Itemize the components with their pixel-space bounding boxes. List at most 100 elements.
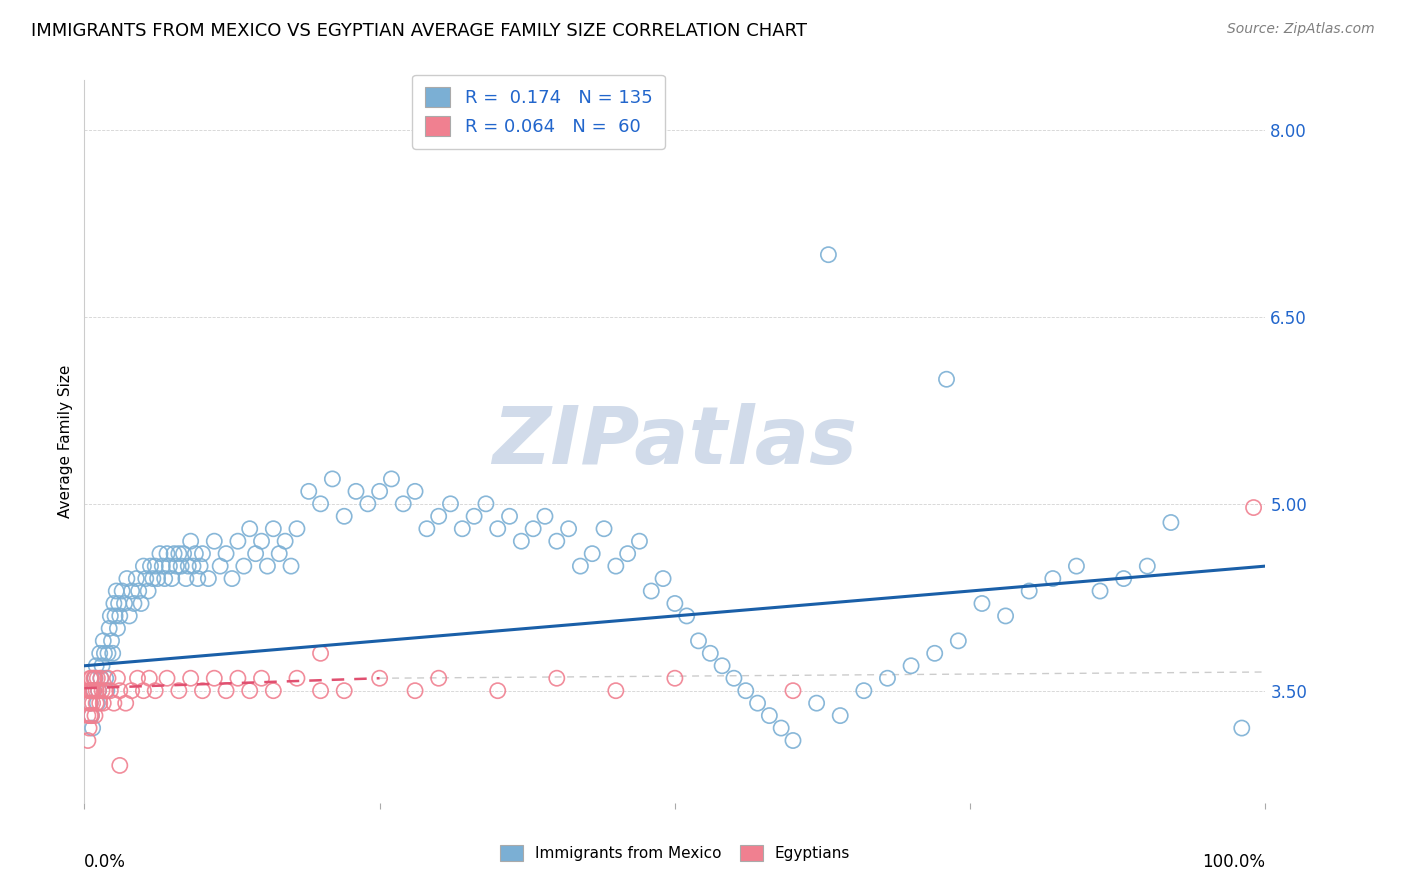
Point — [262, 683, 284, 698]
Point — [368, 484, 391, 499]
Point — [128, 584, 150, 599]
Point — [156, 671, 179, 685]
Point — [498, 509, 520, 524]
Point — [285, 671, 308, 685]
Point — [187, 572, 209, 586]
Point — [427, 509, 450, 524]
Point — [77, 708, 100, 723]
Point — [77, 696, 100, 710]
Point — [876, 671, 898, 685]
Point — [77, 683, 100, 698]
Point — [546, 671, 568, 685]
Point — [688, 633, 710, 648]
Point — [108, 683, 131, 698]
Point — [82, 721, 104, 735]
Point — [136, 584, 159, 599]
Point — [121, 683, 143, 698]
Point — [522, 522, 544, 536]
Point — [91, 696, 114, 710]
Point — [125, 572, 148, 586]
Legend: Immigrants from Mexico, Egyptians: Immigrants from Mexico, Egyptians — [494, 838, 856, 867]
Point — [79, 708, 101, 723]
Point — [581, 547, 603, 561]
Point — [80, 708, 103, 723]
Point — [77, 733, 100, 747]
Point — [239, 522, 262, 536]
Point — [93, 646, 115, 660]
Point — [274, 534, 297, 549]
Point — [173, 547, 195, 561]
Point — [181, 559, 204, 574]
Point — [1112, 572, 1135, 586]
Point — [107, 597, 129, 611]
Point — [108, 758, 131, 772]
Point — [486, 522, 509, 536]
Point — [226, 534, 249, 549]
Point — [593, 522, 616, 536]
Point — [475, 497, 498, 511]
Point — [333, 509, 356, 524]
Point — [970, 597, 993, 611]
Point — [177, 559, 200, 574]
Point — [309, 646, 332, 660]
Point — [1088, 584, 1111, 599]
Point — [107, 671, 129, 685]
Point — [935, 372, 957, 386]
Point — [640, 584, 662, 599]
Y-axis label: Average Family Size: Average Family Size — [58, 365, 73, 518]
Point — [132, 559, 155, 574]
Point — [114, 597, 136, 611]
Point — [166, 559, 188, 574]
Point — [747, 696, 769, 710]
Point — [82, 683, 104, 698]
Point — [121, 584, 143, 599]
Point — [97, 646, 120, 660]
Point — [226, 671, 249, 685]
Point — [79, 683, 101, 698]
Point — [309, 683, 332, 698]
Point — [1160, 516, 1182, 530]
Point — [143, 683, 166, 698]
Point — [84, 683, 107, 698]
Point — [357, 497, 380, 511]
Point — [806, 696, 828, 710]
Point — [344, 484, 367, 499]
Point — [256, 559, 278, 574]
Point — [664, 671, 686, 685]
Point — [723, 671, 745, 685]
Point — [852, 683, 875, 698]
Point — [80, 671, 103, 685]
Point — [94, 671, 117, 685]
Point — [664, 597, 686, 611]
Point — [79, 696, 101, 710]
Point — [309, 497, 332, 511]
Point — [89, 696, 111, 710]
Point — [380, 472, 402, 486]
Point — [83, 683, 105, 698]
Text: 100.0%: 100.0% — [1202, 854, 1265, 871]
Point — [163, 547, 186, 561]
Point — [108, 609, 131, 624]
Point — [628, 534, 651, 549]
Point — [84, 696, 107, 710]
Point — [98, 621, 121, 635]
Point — [180, 534, 202, 549]
Point — [132, 683, 155, 698]
Point — [232, 559, 254, 574]
Point — [191, 683, 214, 698]
Point — [156, 547, 179, 561]
Point — [463, 509, 485, 524]
Point — [80, 683, 103, 698]
Point — [569, 559, 592, 574]
Point — [782, 733, 804, 747]
Text: Source: ZipAtlas.com: Source: ZipAtlas.com — [1227, 22, 1375, 37]
Point — [392, 497, 415, 511]
Point — [77, 721, 100, 735]
Point — [129, 597, 152, 611]
Point — [250, 534, 273, 549]
Point — [90, 671, 112, 685]
Point — [184, 547, 207, 561]
Point — [138, 671, 160, 685]
Point — [98, 683, 121, 698]
Point — [84, 671, 107, 685]
